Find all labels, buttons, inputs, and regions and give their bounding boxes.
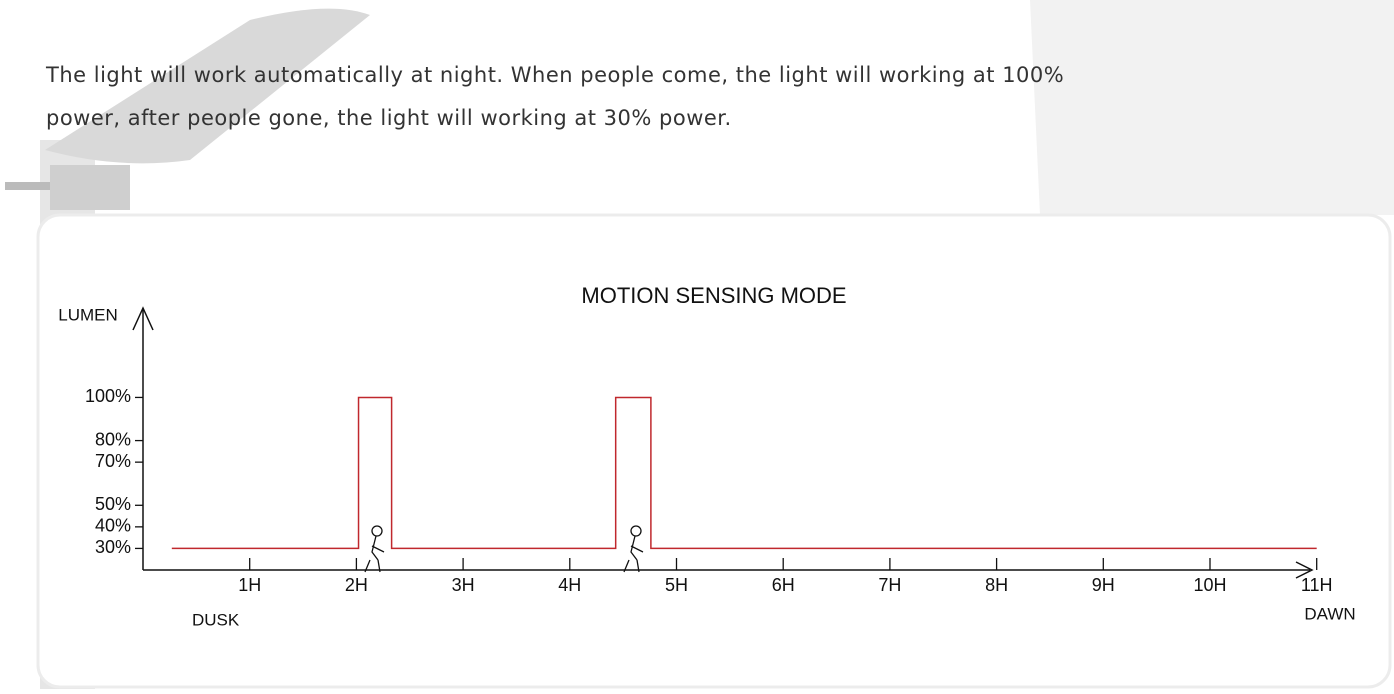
y-tick-label: 30% <box>95 537 131 557</box>
y-tick-label: 50% <box>95 494 131 514</box>
description-line: The light will work automatically at nig… <box>45 63 1064 87</box>
x-tick-label: 3H <box>452 575 475 595</box>
y-tick-label: 40% <box>95 516 131 536</box>
chart-title: MOTION SENSING MODE <box>581 283 846 308</box>
x-tick-label: 10H <box>1193 575 1226 595</box>
y-tick-label: 80% <box>95 429 131 449</box>
background-shape <box>1030 0 1394 215</box>
x-start-label: DUSK <box>192 610 240 629</box>
x-tick-label: 4H <box>558 575 581 595</box>
x-tick-label: 5H <box>665 575 688 595</box>
x-tick-label: 7H <box>878 575 901 595</box>
y-tick-label: 70% <box>95 451 131 471</box>
x-tick-label: 9H <box>1092 575 1115 595</box>
y-tick-label: 100% <box>85 386 131 406</box>
x-end-label: DAWN <box>1304 604 1355 623</box>
x-tick-label: 8H <box>985 575 1008 595</box>
chart: The light will work automatically at nig… <box>0 0 1394 689</box>
x-tick-label: 2H <box>345 575 368 595</box>
y-axis-label: LUMEN <box>58 305 118 324</box>
page: The light will work automatically at nig… <box>0 0 1394 689</box>
description-line: power, after people gone, the light will… <box>46 106 732 130</box>
x-tick-label: 6H <box>772 575 795 595</box>
x-tick-label: 1H <box>238 575 261 595</box>
x-tick-label: 11H <box>1301 575 1333 595</box>
